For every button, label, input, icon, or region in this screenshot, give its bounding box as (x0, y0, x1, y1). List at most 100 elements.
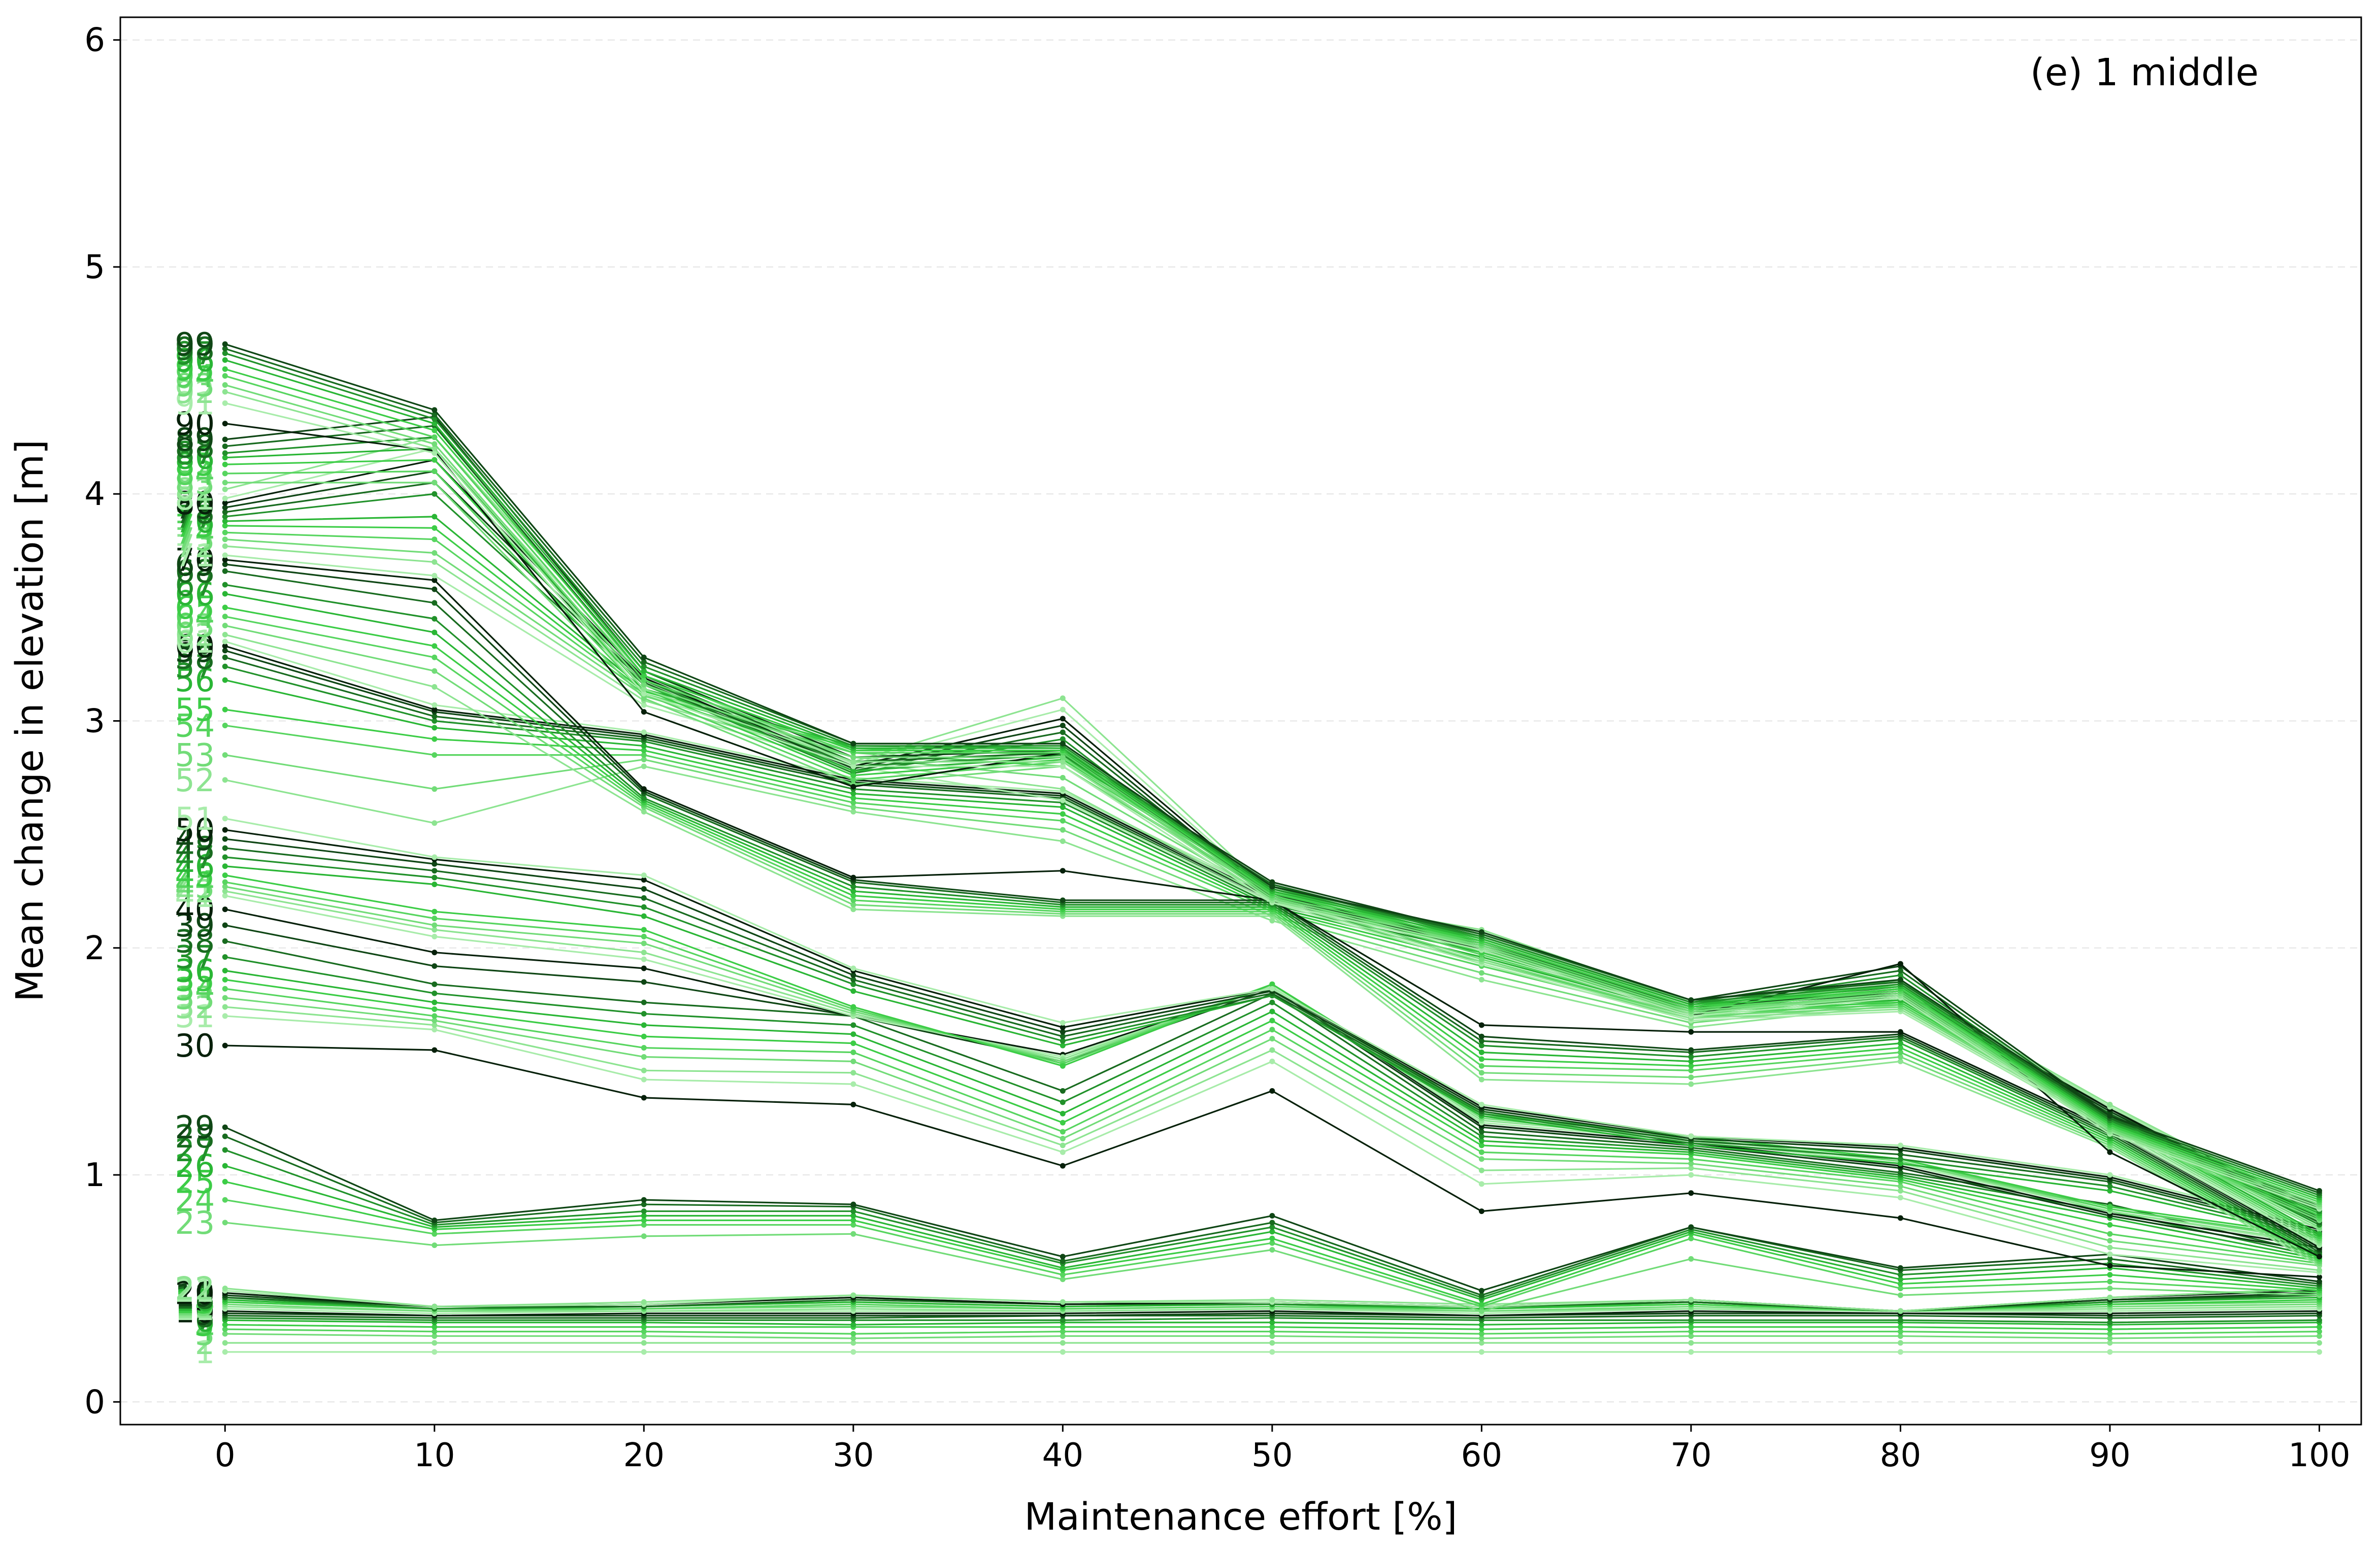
series-label: 23 (175, 1204, 215, 1241)
data-point (2316, 1274, 2322, 1280)
series-label: 19 (175, 1277, 215, 1314)
data-point (641, 808, 647, 815)
data-point (1269, 1027, 1275, 1033)
data-point (222, 509, 228, 515)
data-point (1897, 967, 1903, 973)
data-point (432, 480, 438, 486)
data-point (641, 743, 647, 749)
data-point (2107, 1335, 2113, 1341)
data-point (1060, 1120, 1066, 1126)
data-point (1060, 897, 1066, 903)
series-label: 34 (175, 970, 215, 1007)
data-point (432, 718, 438, 724)
data-point (641, 886, 647, 892)
data-point (222, 582, 228, 588)
data-point (222, 1163, 228, 1169)
data-point (222, 884, 228, 890)
series-label: 49 (175, 821, 215, 858)
data-point (1478, 1038, 1484, 1044)
data-point (1060, 1099, 1066, 1105)
data-point (641, 1299, 647, 1305)
series-label: 74 (175, 514, 215, 551)
data-point (1060, 1038, 1066, 1044)
data-point (1060, 1317, 1066, 1323)
data-point (2316, 1333, 2322, 1339)
series-label: 75 (175, 508, 215, 545)
data-point (222, 954, 228, 960)
data-point (641, 702, 647, 708)
data-point (222, 1326, 228, 1332)
data-point (641, 1349, 647, 1355)
data-point (1897, 1349, 1903, 1355)
data-point (1060, 1110, 1066, 1117)
data-point (1897, 1161, 1903, 1167)
data-point (1478, 1322, 1484, 1328)
data-point (641, 663, 647, 669)
series-1 (222, 1349, 2322, 1355)
data-point (1060, 1149, 1066, 1155)
y-tick-label: 4 (84, 476, 105, 513)
data-point (850, 972, 856, 978)
data-point (1060, 1265, 1066, 1271)
data-point (432, 963, 438, 969)
data-point (641, 895, 647, 901)
data-point (850, 804, 856, 810)
data-point (432, 684, 438, 690)
data-point (641, 1045, 647, 1051)
x-tick-label: 20 (623, 1437, 665, 1474)
data-point (222, 461, 228, 467)
data-point (222, 872, 228, 879)
data-point (850, 1217, 856, 1223)
data-point (222, 638, 228, 645)
data-point (850, 808, 856, 815)
series-4 (222, 1326, 2322, 1337)
data-point (432, 441, 438, 447)
data-point (222, 346, 228, 352)
series-30 (222, 1042, 2322, 1280)
data-point (1688, 1297, 1694, 1303)
data-point (1897, 1324, 1903, 1330)
series-label: 25 (175, 1163, 215, 1200)
data-point (222, 366, 228, 372)
data-point (432, 559, 438, 565)
data-point (1478, 1129, 1484, 1135)
data-point (222, 523, 228, 529)
data-point (1478, 1142, 1484, 1149)
data-point (432, 1231, 438, 1237)
data-point (1478, 1167, 1484, 1173)
data-point (222, 906, 228, 913)
series-label: 90 (175, 406, 215, 443)
data-point (2107, 1295, 2113, 1301)
data-point (432, 1006, 438, 1012)
y-tick-label: 2 (84, 930, 105, 967)
data-point (1478, 976, 1484, 983)
data-point (2107, 1263, 2113, 1269)
data-point (1060, 1258, 1066, 1264)
data-point (2107, 1286, 2113, 1292)
data-point (1269, 1235, 1275, 1241)
data-point (222, 654, 228, 660)
data-point (641, 1095, 647, 1101)
data-point (641, 1333, 647, 1339)
series-label: 91 (175, 385, 215, 422)
series-label: 98 (175, 330, 215, 367)
data-point (850, 1058, 856, 1064)
series-35 (222, 976, 2322, 1264)
data-point (222, 648, 228, 654)
series-label: 28 (175, 1118, 215, 1155)
data-point (1478, 1301, 1484, 1307)
data-point (641, 1201, 647, 1207)
series-label: 22 (175, 1270, 215, 1307)
data-point (1897, 1045, 1903, 1051)
data-point (222, 623, 228, 629)
data-point (222, 443, 228, 449)
data-point (222, 504, 228, 511)
data-point (1060, 1272, 1066, 1278)
data-point (222, 677, 228, 683)
data-point (641, 1054, 647, 1060)
series-label: 9 (195, 1295, 215, 1332)
series-label: 77 (175, 498, 215, 535)
series-label: 70 (175, 542, 215, 579)
series-label: 89 (175, 421, 215, 458)
data-point (1688, 1324, 1694, 1330)
